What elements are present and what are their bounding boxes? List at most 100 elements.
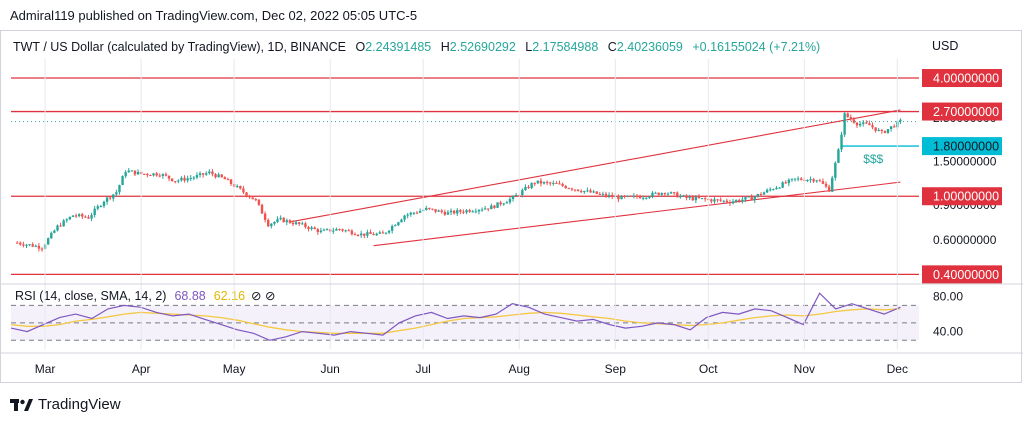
rsi-title-text: RSI (14, close, SMA, 14, 2) xyxy=(15,289,166,303)
candle-body xyxy=(279,217,282,220)
candle-body xyxy=(239,186,242,189)
chart-frame: TWT / US Dollar (calculated by TradingVi… xyxy=(0,30,1023,384)
candle-body xyxy=(750,196,753,201)
svg-text:TWT / US Dollar (calculated by: TWT / US Dollar (calculated by TradingVi… xyxy=(13,40,820,54)
candle-body xyxy=(220,174,223,178)
candle-body xyxy=(762,192,766,195)
candle-body xyxy=(700,198,704,200)
highlight-price-label: 1.80000000 xyxy=(933,140,999,154)
candle-body xyxy=(186,178,189,181)
candle-body xyxy=(347,230,350,232)
candle-body xyxy=(452,210,456,214)
candle-body xyxy=(449,210,453,213)
candle-body xyxy=(734,199,738,202)
candle-body xyxy=(669,192,673,194)
candle-body xyxy=(127,170,130,173)
candle-body xyxy=(270,223,273,227)
candle-body xyxy=(474,211,478,213)
close-value: 2.40236059 xyxy=(617,40,683,54)
candle-body xyxy=(865,122,868,124)
level-price-tag xyxy=(922,265,1002,284)
candle-body xyxy=(883,131,887,133)
candle-body xyxy=(533,183,536,185)
candle-body xyxy=(74,215,78,217)
x-tick-label: Mar xyxy=(35,362,56,376)
candle-body xyxy=(747,196,750,198)
candle-body xyxy=(775,187,778,190)
candle-body xyxy=(149,175,152,177)
candle-body xyxy=(59,225,62,227)
candle-body xyxy=(654,192,657,194)
rsi-line xyxy=(10,292,901,341)
level-price-label: 1.00000000 xyxy=(933,190,999,204)
candle-body xyxy=(505,202,509,204)
chart-canvas[interactable]: TWT / US Dollar (calculated by TradingVi… xyxy=(1,31,1023,384)
candle-body xyxy=(192,177,196,179)
candle-body xyxy=(601,193,605,195)
candle-body xyxy=(384,232,388,234)
x-tick-label: May xyxy=(223,362,246,376)
visibility-toggle-icon[interactable]: ⊘ ⊘ xyxy=(251,289,275,303)
candle-body xyxy=(685,195,688,198)
candle-body xyxy=(115,192,118,195)
candle-body xyxy=(236,186,239,188)
candle-body xyxy=(536,180,540,184)
candle-body xyxy=(65,219,68,221)
candle-body xyxy=(294,222,298,225)
candle-body xyxy=(208,171,211,174)
candle-body xyxy=(573,189,577,191)
candle-body xyxy=(561,183,564,186)
publish-header: Admiral119 published on TradingView.com,… xyxy=(10,8,418,23)
candle-body xyxy=(611,194,614,197)
candle-body xyxy=(666,193,670,195)
candle-body xyxy=(170,178,174,182)
candle-body xyxy=(167,175,171,179)
candle-body xyxy=(617,196,620,200)
candle-body xyxy=(201,173,205,175)
candle-body xyxy=(586,190,589,192)
candle-body xyxy=(316,229,319,233)
candle-body xyxy=(477,209,481,212)
candle-body xyxy=(880,129,884,132)
candle-body xyxy=(338,229,341,231)
candle-body xyxy=(71,215,75,217)
candle-body xyxy=(502,203,505,205)
candle-body xyxy=(180,177,183,181)
candle-body xyxy=(307,227,310,230)
candle-body xyxy=(899,119,902,122)
candle-body xyxy=(806,179,809,181)
candle-body xyxy=(381,232,385,234)
candle-body xyxy=(731,201,735,204)
candle-body xyxy=(521,190,524,196)
candle-body xyxy=(672,192,676,194)
candle-body xyxy=(651,192,654,197)
rsi-value: 68.88 xyxy=(174,289,205,303)
candle-body xyxy=(40,248,44,250)
candle-body xyxy=(471,211,474,213)
candle-body xyxy=(583,191,586,193)
candle-body xyxy=(124,172,127,177)
candle-body xyxy=(440,210,443,212)
candle-body xyxy=(728,202,732,204)
candle-body xyxy=(796,178,800,180)
candle-body xyxy=(363,233,366,236)
candle-body xyxy=(211,171,214,175)
candle-body xyxy=(177,180,180,182)
candle-body xyxy=(313,227,316,230)
candle-body xyxy=(676,192,679,198)
candle-body xyxy=(254,199,258,201)
candle-body xyxy=(834,162,837,178)
level-price-label: 0.40000000 xyxy=(933,268,999,282)
candle-body xyxy=(645,197,648,199)
candle-body xyxy=(620,195,623,200)
candle-body xyxy=(862,122,865,124)
candle-body xyxy=(511,196,515,199)
candle-body xyxy=(356,234,360,236)
candle-body xyxy=(434,209,437,212)
candle-body xyxy=(716,199,719,201)
candle-body xyxy=(282,217,285,223)
candle-body xyxy=(542,181,546,184)
candle-body xyxy=(121,176,124,186)
candle-body xyxy=(298,222,301,224)
candle-body xyxy=(849,117,853,120)
